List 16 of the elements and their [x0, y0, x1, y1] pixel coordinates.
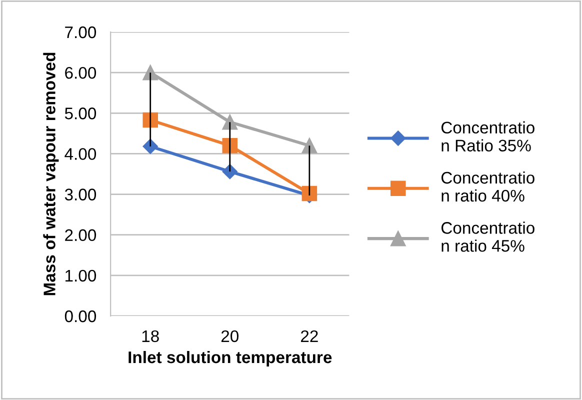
y-tick-label: 2.00 — [65, 229, 96, 242]
x-axis-title: Inlet solution temperature — [128, 350, 332, 367]
legend-label: Concentration ratio 40% — [441, 171, 534, 202]
x-tick-label: 20 — [221, 330, 239, 342]
legend-label: Concentration Ratio 35% — [441, 121, 534, 152]
legend-label: Concentration ratio 45% — [441, 222, 534, 252]
y-tick-label: 6.00 — [65, 66, 96, 79]
y-axis-title: Mass of water vapour removed — [43, 52, 59, 296]
y-tick-label: 5.00 — [64, 108, 96, 120]
x-tick-label: 18 — [142, 330, 159, 342]
y-tick-label: 7.00 — [65, 26, 96, 38]
y-tick-label: 1.00 — [66, 270, 96, 282]
y-tick-label: 0.00 — [64, 310, 96, 322]
x-tick-label: 22 — [301, 330, 318, 342]
y-tick-label: 3.00 — [64, 188, 96, 200]
y-tick-label: 4.00 — [64, 148, 96, 160]
